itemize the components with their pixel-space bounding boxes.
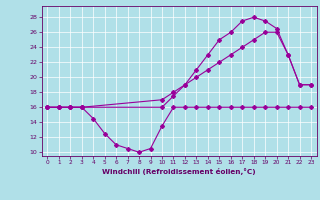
X-axis label: Windchill (Refroidissement éolien,°C): Windchill (Refroidissement éolien,°C)	[102, 168, 256, 175]
